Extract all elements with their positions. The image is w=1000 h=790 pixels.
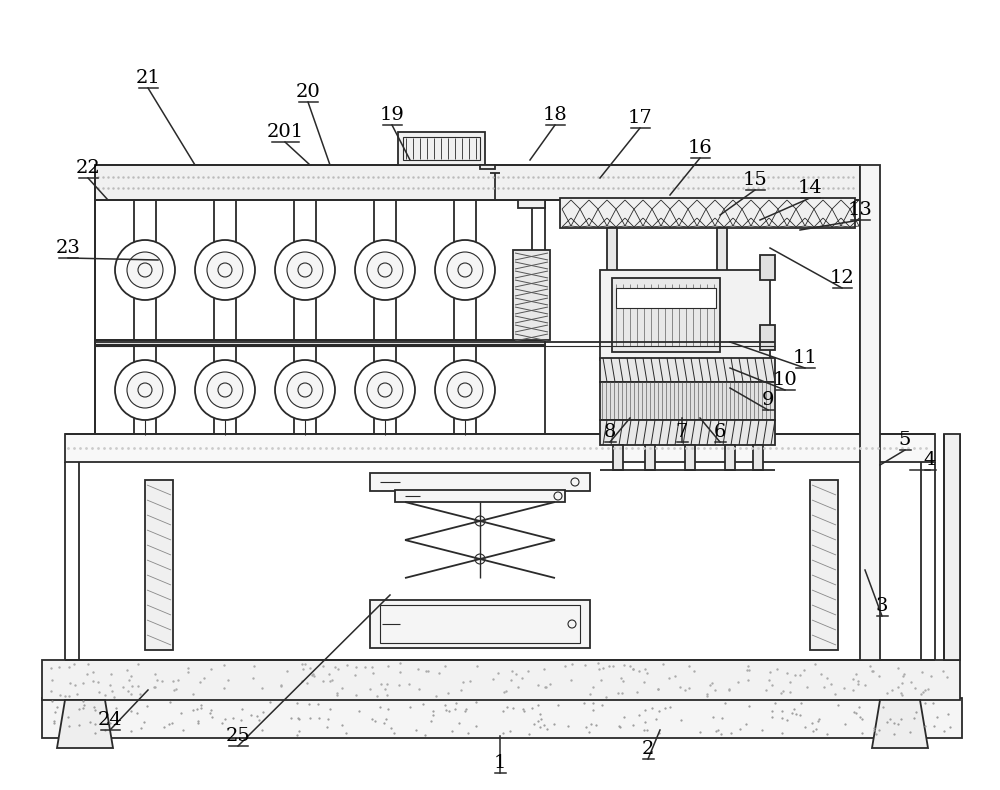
Bar xyxy=(753,445,763,470)
Circle shape xyxy=(115,360,175,420)
Bar xyxy=(42,660,960,700)
Circle shape xyxy=(367,372,403,408)
Text: 201: 201 xyxy=(266,123,304,141)
Text: 22: 22 xyxy=(76,159,100,177)
Text: 11: 11 xyxy=(793,349,817,367)
Text: 8: 8 xyxy=(604,423,616,441)
Circle shape xyxy=(435,360,495,420)
Circle shape xyxy=(447,372,483,408)
Text: 10: 10 xyxy=(773,371,797,389)
Bar xyxy=(725,445,735,470)
Text: 7: 7 xyxy=(676,423,688,441)
Bar xyxy=(65,434,935,462)
Circle shape xyxy=(275,360,335,420)
Circle shape xyxy=(127,372,163,408)
Text: 12: 12 xyxy=(830,269,854,287)
Bar xyxy=(760,325,775,350)
Circle shape xyxy=(435,240,495,300)
Text: 14: 14 xyxy=(798,179,822,197)
Bar xyxy=(600,420,775,445)
Text: 24: 24 xyxy=(98,711,122,729)
Polygon shape xyxy=(872,700,928,748)
Bar xyxy=(685,445,695,470)
Bar xyxy=(612,278,720,352)
Text: 16: 16 xyxy=(688,139,712,157)
Text: 5: 5 xyxy=(899,431,911,449)
Bar xyxy=(95,165,860,200)
Circle shape xyxy=(355,360,415,420)
Bar xyxy=(398,132,485,165)
Bar xyxy=(944,434,960,660)
Bar xyxy=(370,473,590,491)
Circle shape xyxy=(207,372,243,408)
Circle shape xyxy=(287,252,323,288)
Text: 1: 1 xyxy=(494,754,506,772)
Bar xyxy=(600,358,775,382)
Circle shape xyxy=(275,240,335,300)
Text: 19: 19 xyxy=(380,106,404,124)
Circle shape xyxy=(355,240,415,300)
Bar xyxy=(480,165,495,169)
Bar xyxy=(616,288,716,308)
Text: 4: 4 xyxy=(924,451,936,469)
Text: 18: 18 xyxy=(543,106,567,124)
Circle shape xyxy=(195,360,255,420)
Text: 2: 2 xyxy=(642,740,654,758)
Bar xyxy=(760,255,775,280)
Bar xyxy=(645,445,655,470)
Circle shape xyxy=(447,252,483,288)
Bar xyxy=(717,228,727,285)
Bar xyxy=(810,480,838,650)
Bar xyxy=(607,228,617,285)
Bar xyxy=(513,250,550,340)
Text: 21: 21 xyxy=(136,69,160,87)
Bar xyxy=(395,490,565,502)
Bar xyxy=(600,382,775,420)
Text: 20: 20 xyxy=(296,83,320,101)
Circle shape xyxy=(207,252,243,288)
Text: 23: 23 xyxy=(56,239,80,257)
Text: 13: 13 xyxy=(848,201,872,219)
Circle shape xyxy=(195,240,255,300)
Polygon shape xyxy=(57,700,113,748)
Bar xyxy=(403,137,480,160)
Text: 9: 9 xyxy=(762,391,774,409)
Bar xyxy=(560,198,855,228)
Circle shape xyxy=(367,252,403,288)
Bar xyxy=(613,445,623,470)
Bar xyxy=(600,270,770,360)
Circle shape xyxy=(115,240,175,300)
Circle shape xyxy=(287,372,323,408)
Text: 3: 3 xyxy=(876,597,888,615)
Bar xyxy=(380,605,580,643)
Text: 17: 17 xyxy=(628,109,652,127)
Text: 6: 6 xyxy=(714,423,726,441)
Bar xyxy=(860,165,880,660)
Circle shape xyxy=(127,252,163,288)
Bar xyxy=(95,340,545,345)
Bar xyxy=(42,698,962,738)
Text: 25: 25 xyxy=(226,727,250,745)
Text: 15: 15 xyxy=(743,171,767,189)
Bar xyxy=(370,600,590,648)
Bar xyxy=(145,480,173,650)
Bar xyxy=(518,200,545,208)
